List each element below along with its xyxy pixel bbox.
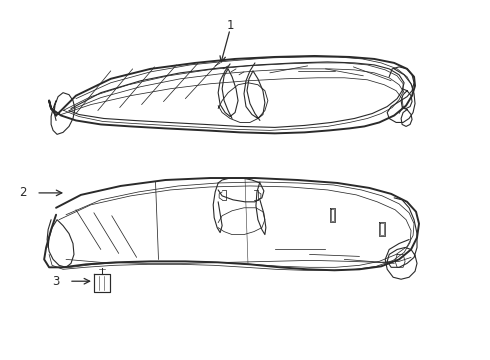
Text: 3: 3 — [52, 275, 60, 288]
Text: 1: 1 — [226, 19, 234, 32]
Text: 2: 2 — [20, 186, 27, 199]
